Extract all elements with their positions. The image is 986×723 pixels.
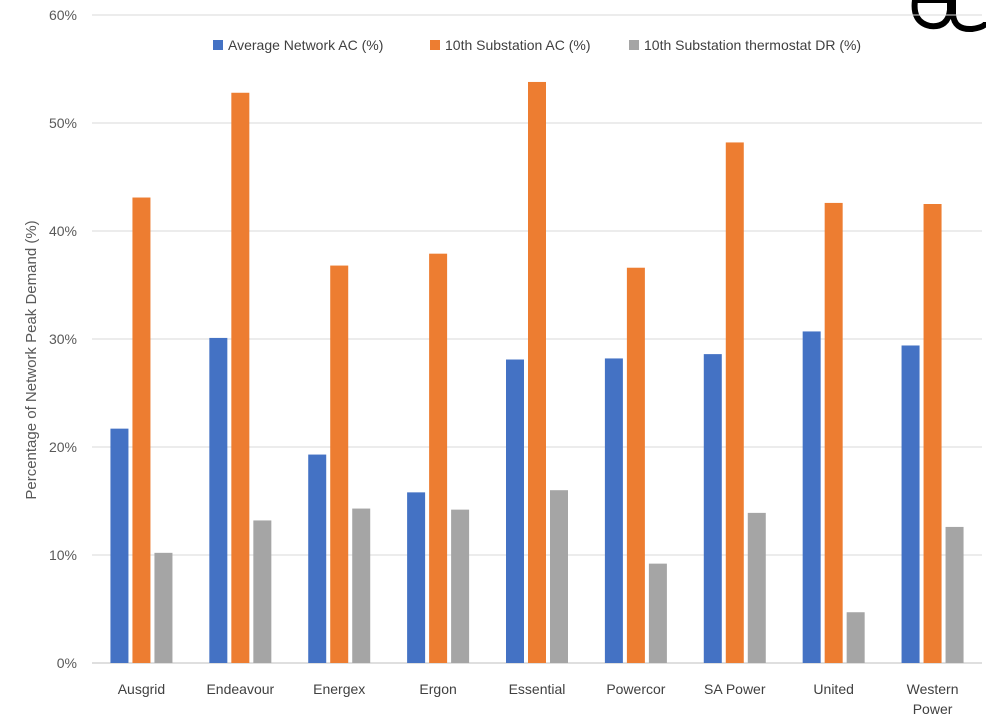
x-category-label: Ergon <box>419 681 456 697</box>
y-tick-label: 60% <box>49 7 77 23</box>
x-category-label: Ausgrid <box>118 681 165 697</box>
y-tick-label: 20% <box>49 439 77 455</box>
bar <box>802 331 821 663</box>
y-tick-label: 0% <box>57 655 77 671</box>
legend-swatch <box>629 40 639 50</box>
bar <box>308 454 327 663</box>
y-axis-ticks: 0% 10% 20% 30% 40% 50% 60% <box>49 7 77 671</box>
bar <box>110 428 129 663</box>
bar <box>506 359 524 663</box>
bar <box>725 142 744 663</box>
bar <box>945 526 964 663</box>
bar <box>528 81 546 663</box>
bar <box>231 92 250 663</box>
bar <box>901 345 920 663</box>
legend-label: 10th Substation thermostat DR (%) <box>644 37 861 53</box>
bar <box>747 512 766 663</box>
bar <box>824 202 843 664</box>
bar <box>451 509 470 663</box>
x-category-label: Powercor <box>606 681 665 697</box>
x-category-label: United <box>813 681 853 697</box>
bar <box>648 563 667 663</box>
bars <box>110 81 964 664</box>
x-category-label: Power <box>913 701 953 717</box>
bar <box>429 253 448 663</box>
y-tick-label: 10% <box>49 547 77 563</box>
bar <box>352 508 371 663</box>
bar <box>330 265 349 663</box>
bar <box>923 204 942 663</box>
bar <box>604 358 623 663</box>
y-tick-label: 50% <box>49 115 77 131</box>
bar <box>154 552 173 663</box>
legend-swatch <box>213 40 223 50</box>
y-tick-label: 40% <box>49 223 77 239</box>
y-axis-title: Percentage of Network Peak Demand (%) <box>23 220 40 499</box>
bar <box>209 337 228 663</box>
bar <box>626 267 645 663</box>
x-category-label: Energex <box>313 681 365 697</box>
clipped-title-fragment <box>911 0 986 33</box>
bar <box>550 490 568 663</box>
x-category-label: SA Power <box>704 681 766 697</box>
y-tick-label: 30% <box>49 331 77 347</box>
x-axis-categories: Ausgrid Endeavour Energex Ergon Essential Pow… <box>118 681 959 717</box>
bar <box>132 197 151 663</box>
legend-swatch <box>430 40 440 50</box>
x-category-label: Endeavour <box>206 681 274 697</box>
legend-label: 10th Substation AC (%) <box>445 37 591 53</box>
x-category-label: Western <box>907 681 959 697</box>
bar <box>407 492 426 663</box>
bar <box>846 612 865 663</box>
bar <box>253 520 272 663</box>
legend-label: Average Network AC (%) <box>228 37 383 53</box>
legend: Average Network AC (%) 10th Substation AC… <box>213 37 861 53</box>
x-category-label: Essential <box>509 681 566 697</box>
bar <box>703 354 722 663</box>
